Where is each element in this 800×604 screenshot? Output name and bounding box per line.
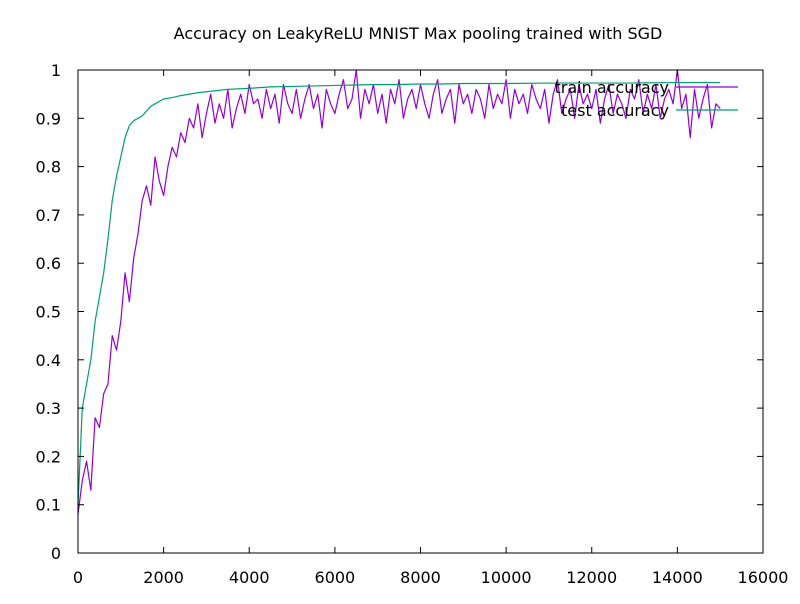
y-tick-label-0: 0 [51, 544, 61, 563]
series-line-test-accuracy [77, 81, 721, 505]
x-tick-label-8000: 8000 [400, 568, 441, 587]
x-tick-label-6000: 6000 [315, 568, 356, 587]
y-tick-label-0-7: 0.7 [36, 206, 61, 225]
y-tick-label-0-8: 0.8 [36, 158, 61, 177]
chart-title: Accuracy on LeakyReLU MNIST Max pooling … [174, 24, 663, 43]
legend: train accuracy test accuracy [554, 78, 738, 120]
y-tick-label-0-5: 0.5 [36, 303, 61, 322]
legend-label-train-accuracy: train accuracy [554, 78, 669, 97]
x-tick-label-2000: 2000 [143, 568, 184, 587]
x-tick-label-14000: 14000 [652, 568, 703, 587]
y-tick-label-0-9: 0.9 [36, 109, 61, 128]
y-tick-label-0-3: 0.3 [36, 399, 61, 418]
x-tick-label-16000: 16000 [738, 568, 789, 587]
plot-frame [77, 69, 764, 554]
y-tick-label-0-6: 0.6 [36, 254, 61, 273]
legend-label-test-accuracy: test accuracy [561, 101, 669, 120]
y-tick-label-0-2: 0.2 [36, 447, 61, 466]
series-line-train-accuracy [77, 69, 721, 515]
x-tick-label-4000: 4000 [229, 568, 270, 587]
x-tick-label-12000: 12000 [566, 568, 617, 587]
ticks-layer: 0 2000 4000 6000 8000 10000 12000 14000 16000 0 0.… [36, 61, 789, 587]
x-tick-label-10000: 10000 [481, 568, 532, 587]
series-layer [77, 69, 721, 515]
y-tick-label-0-1: 0.1 [36, 496, 61, 515]
x-tick-label-0: 0 [73, 568, 83, 587]
y-tick-label-1: 1 [51, 61, 61, 80]
y-tick-label-0-4: 0.4 [36, 351, 61, 370]
